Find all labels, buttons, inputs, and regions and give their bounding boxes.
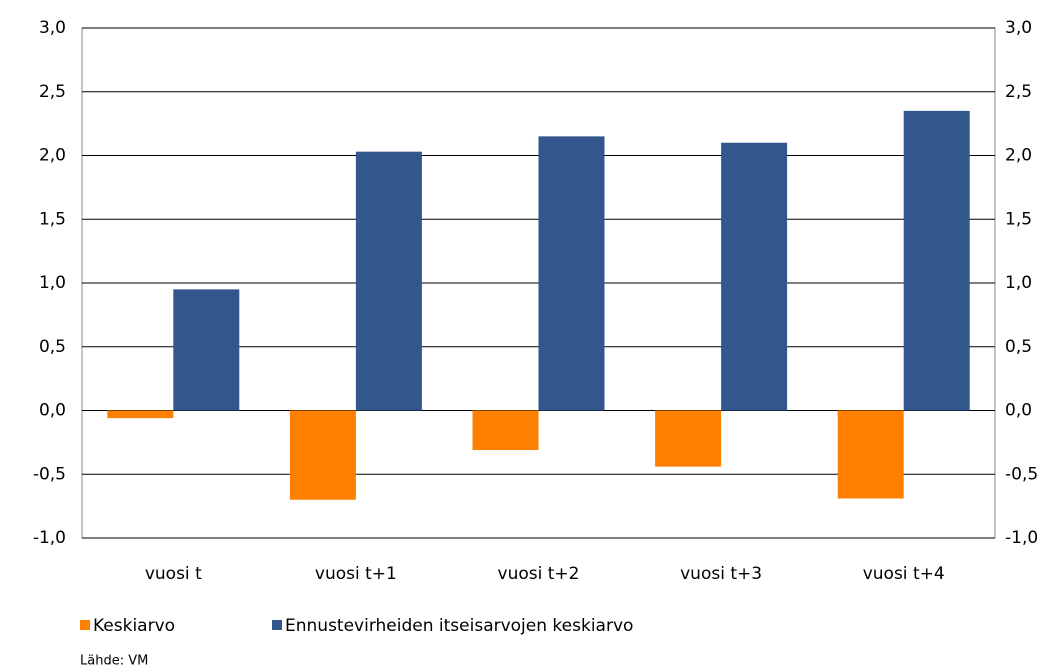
bar <box>538 136 605 411</box>
x-tick-label: vuosi t+4 <box>863 564 945 584</box>
y-tick-label: 3,0 <box>39 18 66 38</box>
y2-tick-label: -0,5 <box>1005 464 1038 484</box>
y-tick-label: 1,0 <box>39 273 66 293</box>
y-tick-label: 2,0 <box>39 146 66 166</box>
bar <box>903 110 970 411</box>
bar <box>107 410 174 419</box>
x-tick-label: vuosi t <box>145 564 202 584</box>
legend-label: Keskiarvo <box>93 616 175 636</box>
legend-label: Ennustevirheiden itseisarvojen keskiarvo <box>285 616 633 636</box>
legend-swatch <box>272 620 282 630</box>
bar <box>472 410 539 451</box>
y2-tick-label: 0,5 <box>1005 337 1032 357</box>
bar <box>173 289 240 411</box>
bar <box>655 410 722 467</box>
x-tick-label: vuosi t+3 <box>680 564 762 584</box>
legend-swatch <box>80 620 90 630</box>
y2-tick-label: 3,0 <box>1005 18 1032 38</box>
y-tick-label: 0,0 <box>39 401 66 421</box>
y-tick-label: 0,5 <box>39 337 66 357</box>
bar <box>289 410 356 500</box>
y2-tick-label: -1,0 <box>1005 528 1038 548</box>
y-tick-label: 2,5 <box>39 82 66 102</box>
x-tick-label: vuosi t+1 <box>315 564 397 584</box>
y-tick-label: 1,5 <box>39 209 66 229</box>
y-tick-label: -0,5 <box>33 464 66 484</box>
y2-tick-label: 2,5 <box>1005 82 1032 102</box>
y2-tick-label: 2,0 <box>1005 146 1032 166</box>
y2-tick-label: 1,5 <box>1005 209 1032 229</box>
bar <box>355 151 422 411</box>
y2-tick-label: 1,0 <box>1005 273 1032 293</box>
bar <box>721 142 788 411</box>
bar <box>837 410 904 499</box>
y-tick-label: -1,0 <box>33 528 66 548</box>
source: Lähde: VM <box>80 654 148 669</box>
y2-tick-label: 0,0 <box>1005 401 1032 421</box>
x-tick-label: vuosi t+2 <box>498 564 580 584</box>
